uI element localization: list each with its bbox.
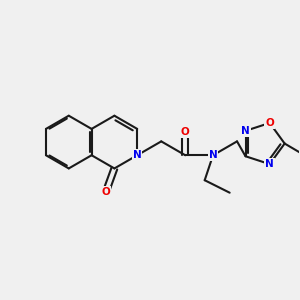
Text: N: N <box>241 126 250 136</box>
Text: N: N <box>133 150 142 160</box>
Text: N: N <box>265 159 274 169</box>
Text: N: N <box>208 150 217 160</box>
Text: O: O <box>101 187 110 197</box>
Text: O: O <box>181 127 190 137</box>
Text: O: O <box>265 118 274 128</box>
